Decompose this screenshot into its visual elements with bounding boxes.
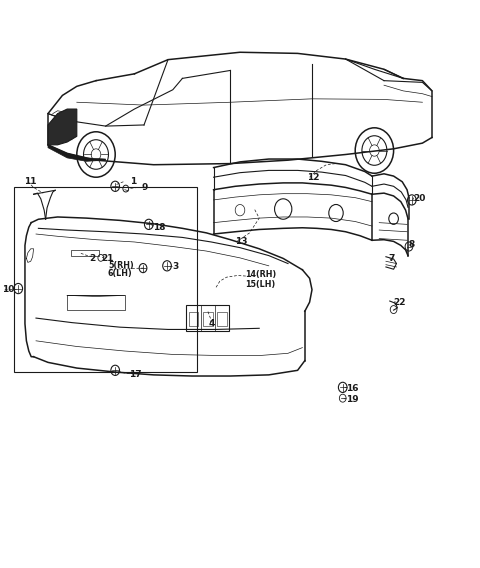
Text: 17: 17: [129, 370, 141, 379]
Bar: [186, 305, 229, 331]
Text: 16: 16: [346, 384, 358, 393]
Text: 11: 11: [24, 177, 36, 186]
Text: 4: 4: [209, 319, 215, 328]
Text: 21: 21: [101, 254, 113, 263]
Text: 7: 7: [389, 254, 395, 263]
Bar: [203, 312, 213, 326]
Bar: [217, 312, 227, 326]
Text: 8: 8: [409, 240, 415, 249]
Bar: [189, 312, 198, 326]
Text: 6(LH): 6(LH): [108, 269, 133, 278]
Bar: [71, 250, 99, 256]
Polygon shape: [48, 109, 77, 145]
Text: 22: 22: [394, 298, 406, 307]
Text: 5(RH): 5(RH): [108, 261, 134, 270]
Text: 2: 2: [89, 254, 95, 263]
Text: 10: 10: [2, 285, 15, 294]
Text: 13: 13: [235, 237, 248, 246]
Text: 15(LH): 15(LH): [245, 279, 275, 289]
Text: 14(RH): 14(RH): [245, 270, 276, 279]
Text: 18: 18: [153, 223, 165, 232]
Text: 20: 20: [413, 194, 425, 203]
Text: 9: 9: [142, 183, 148, 192]
Text: 19: 19: [346, 395, 358, 404]
Text: 12: 12: [307, 173, 320, 182]
Text: 3: 3: [173, 262, 179, 272]
Bar: [14, 187, 197, 372]
Text: 1: 1: [130, 177, 136, 186]
Polygon shape: [48, 145, 106, 161]
